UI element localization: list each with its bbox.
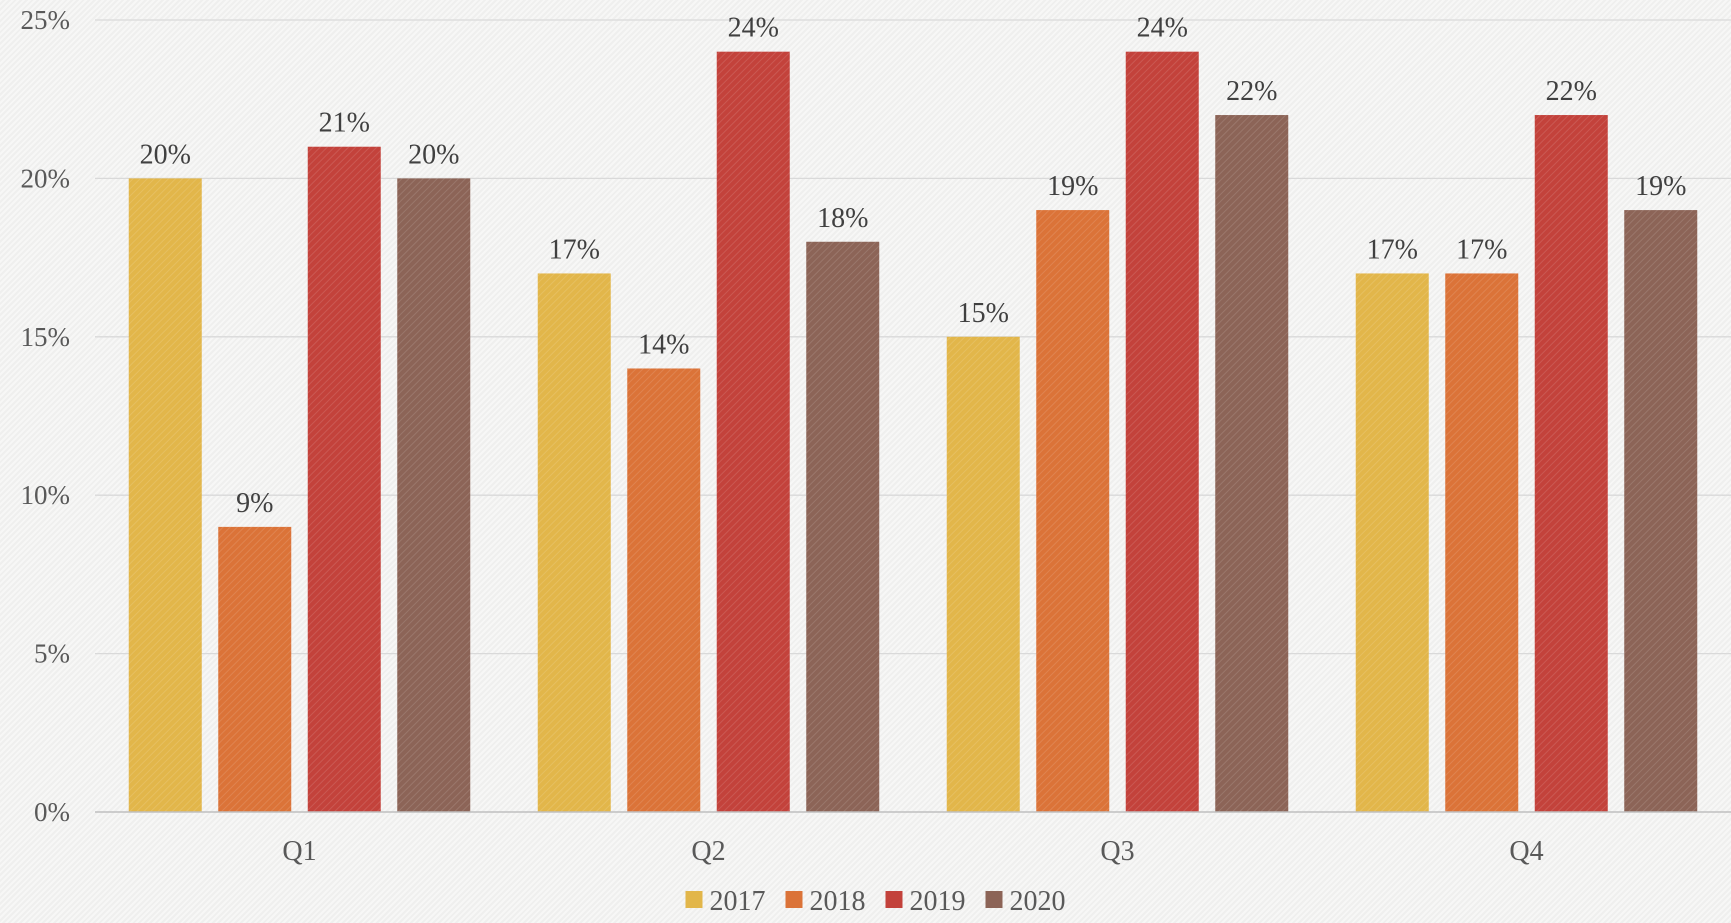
y-tick-label: 0% <box>34 797 70 827</box>
data-labels: 20% 9% 21% 20% 17% 14% 24% 18% 15% 19% 24% 22% 17% 17… <box>140 13 1687 519</box>
legend-swatch <box>785 891 803 908</box>
bar-texture <box>946 336 1020 812</box>
bar-texture <box>218 526 292 812</box>
data-label: 9% <box>236 488 273 519</box>
bar-texture <box>128 178 202 812</box>
data-label: 21% <box>319 108 370 139</box>
data-label: 24% <box>728 13 779 44</box>
bar-texture <box>1125 51 1199 813</box>
data-label: 17% <box>549 234 600 265</box>
data-label: 20% <box>408 139 459 170</box>
legend-label: 2017 <box>710 886 766 917</box>
data-label: 17% <box>1456 234 1507 265</box>
x-tick-label: Q3 <box>1100 836 1134 867</box>
y-tick-label: 15% <box>21 322 71 352</box>
data-label: 24% <box>1137 13 1188 44</box>
legend-swatch <box>985 891 1003 908</box>
legend: 2017 2018 2019 2020 <box>685 886 1066 917</box>
legend-label: 2020 <box>1010 886 1066 917</box>
bar-texture <box>307 146 381 813</box>
data-label: 22% <box>1546 76 1597 107</box>
data-label: 19% <box>1635 171 1686 202</box>
bar-texture <box>1445 273 1519 812</box>
bar-texture <box>1355 273 1429 812</box>
bar-texture <box>627 368 701 812</box>
x-tick-label: Q1 <box>282 836 316 867</box>
legend-label: 2019 <box>910 886 966 917</box>
x-tick-label: Q2 <box>691 836 725 867</box>
bar-texture <box>537 273 611 812</box>
bar-texture <box>806 241 880 812</box>
legend-label: 2018 <box>810 886 866 917</box>
data-label: 19% <box>1047 171 1098 202</box>
legend-swatch <box>685 891 703 908</box>
bar-texture <box>397 178 471 812</box>
data-label: 17% <box>1367 234 1418 265</box>
bars <box>128 51 1698 813</box>
data-label: 15% <box>958 298 1009 329</box>
x-tick-label: Q4 <box>1509 836 1543 867</box>
bar-texture <box>1534 115 1608 813</box>
bar-texture <box>1036 210 1110 812</box>
data-label: 20% <box>140 139 191 170</box>
data-label: 18% <box>817 203 868 234</box>
y-tick-label: 25% <box>21 5 71 35</box>
y-tick-label: 10% <box>21 480 71 510</box>
bar-texture <box>716 51 790 813</box>
data-label: 14% <box>638 329 689 360</box>
bar-texture <box>1215 115 1289 813</box>
legend-swatch <box>885 891 903 908</box>
y-tick-label: 5% <box>34 639 70 669</box>
axes: 0% 5% 10% 15% 20% 25% Q1 Q2 Q3 Q4 <box>21 5 1731 867</box>
y-tick-label: 20% <box>21 163 71 193</box>
bar-texture <box>1624 210 1698 812</box>
data-label: 22% <box>1226 76 1277 107</box>
